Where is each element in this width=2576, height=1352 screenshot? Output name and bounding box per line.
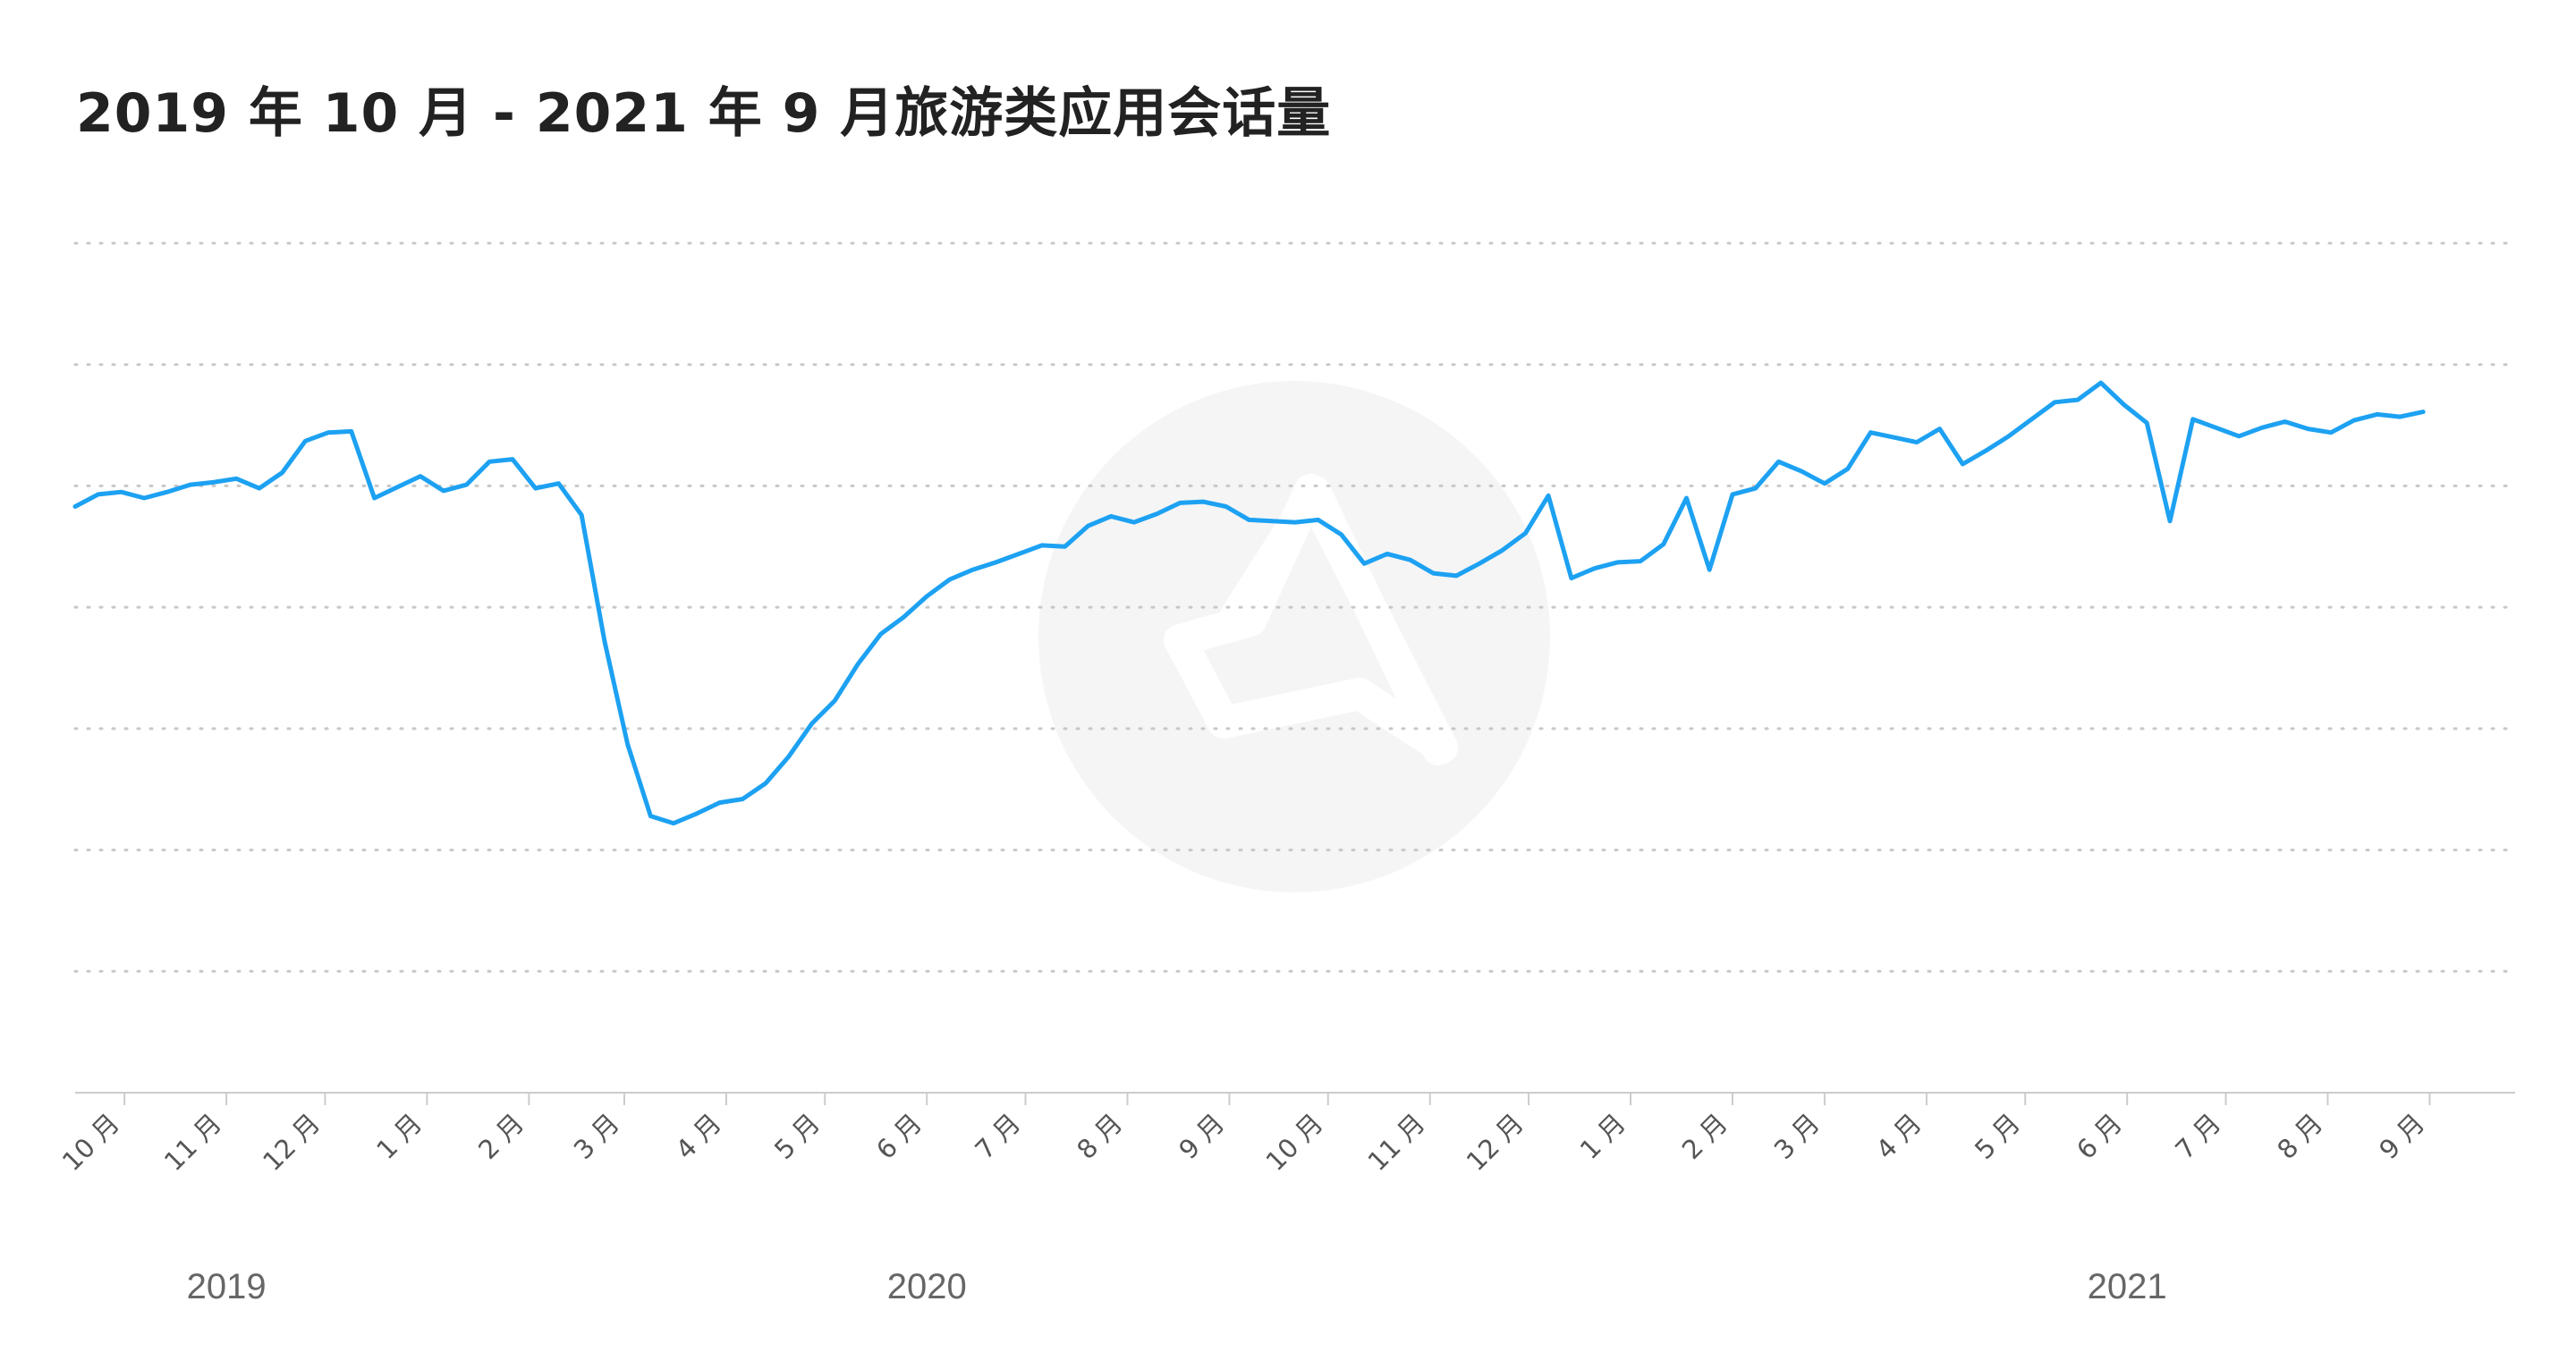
x-tick-label: 11 月 <box>158 1108 227 1177</box>
x-tick-label: 6 月 <box>2071 1108 2128 1165</box>
watermark-glyph-stroke <box>1219 476 1454 765</box>
x-tick-label: 6 月 <box>870 1108 928 1165</box>
x-tick-label: 4 月 <box>1870 1108 1928 1165</box>
x-tick-label: 9 月 <box>2373 1108 2430 1165</box>
x-tick-label: 8 月 <box>1071 1108 1128 1165</box>
x-tick-label: 1 月 <box>370 1108 428 1165</box>
x-tick-label: 7 月 <box>969 1108 1026 1165</box>
x-axis-ticks: 10 月 11 月 12 月 1 月 2 月 3 月 4 月 5 月 6 月 7 月 8 月 9 月 1… <box>56 1093 2431 1177</box>
year-label: 2020 <box>887 1267 967 1306</box>
x-tick-label: 12 月 <box>257 1108 326 1177</box>
x-tick-label: 5 月 <box>1969 1108 2026 1165</box>
watermark-logo <box>1038 381 1550 892</box>
x-axis-years: 2019 2020 2021 <box>187 1267 2167 1306</box>
series-layer <box>72 380 2426 826</box>
x-tick-label: 5 月 <box>768 1108 826 1165</box>
year-label: 2021 <box>2088 1267 2167 1306</box>
x-tick-label: 9 月 <box>1173 1108 1230 1165</box>
x-tick-label: 2 月 <box>1676 1108 1733 1165</box>
x-tick-label: 1 月 <box>1574 1108 1631 1165</box>
x-tick-label: 10 月 <box>1260 1108 1329 1177</box>
x-tick-label: 7 月 <box>2169 1108 2226 1165</box>
series-line <box>72 380 2426 826</box>
x-tick-label: 3 月 <box>1768 1108 1826 1165</box>
year-label: 2019 <box>187 1267 267 1306</box>
x-tick-label: 8 月 <box>2271 1108 2328 1165</box>
x-tick-label: 3 月 <box>568 1108 625 1165</box>
chart-title: 2019 年 10 月 - 2021 年 9 月旅游类应用会话量 <box>76 82 1332 145</box>
x-tick-label: 2 月 <box>472 1108 530 1165</box>
x-tick-label: 12 月 <box>1461 1108 1530 1177</box>
x-tick-label: 4 月 <box>670 1108 727 1165</box>
watermark-circle <box>1038 381 1550 892</box>
x-tick-label: 10 月 <box>56 1108 125 1177</box>
x-tick-label: 11 月 <box>1362 1108 1431 1177</box>
